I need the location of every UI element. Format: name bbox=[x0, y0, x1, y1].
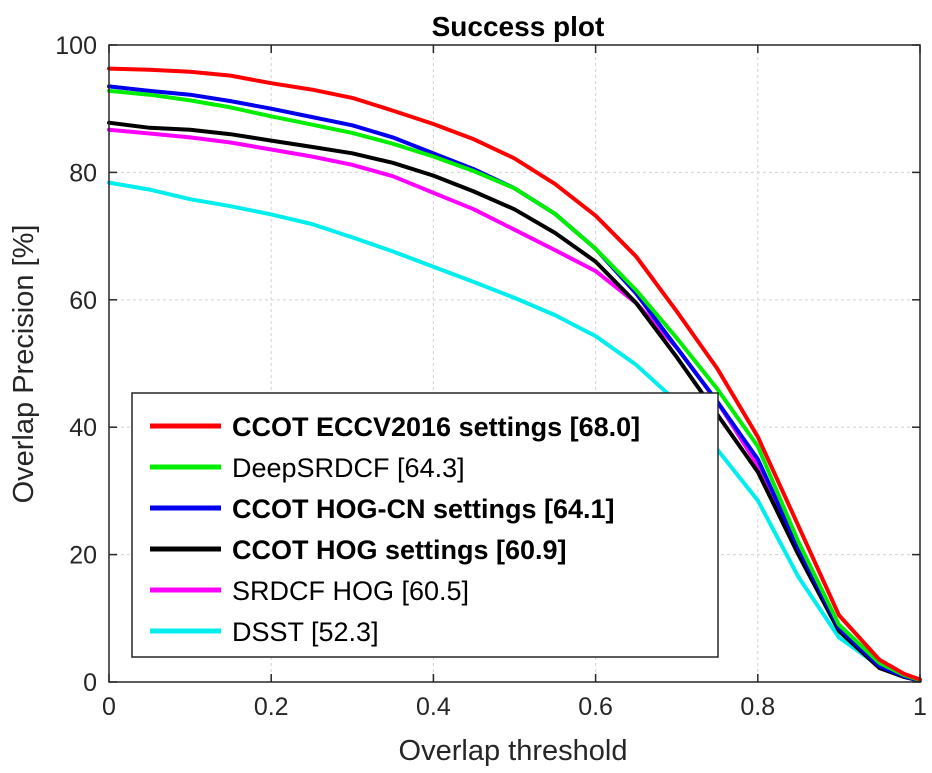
series-line bbox=[107, 88, 922, 683]
y-tick-label: 60 bbox=[69, 287, 97, 315]
series-lines bbox=[107, 66, 922, 683]
x-tick-label: 0.6 bbox=[578, 693, 613, 721]
y-tick-label: 80 bbox=[69, 159, 97, 187]
series-line bbox=[107, 120, 922, 683]
axis-ticks: 0 0.2 0.4 0.6 0.8 1 0 20 40 60 80 100 bbox=[55, 32, 927, 721]
series-line bbox=[107, 66, 922, 682]
y-tick-label: 0 bbox=[83, 669, 97, 697]
plot-area-frame bbox=[108, 44, 921, 683]
y-tick-label: 40 bbox=[69, 414, 97, 442]
legend-label: SRDCF HOG [60.5] bbox=[232, 576, 469, 606]
x-tick-label: 0.8 bbox=[740, 693, 775, 721]
x-tick-label: 0.2 bbox=[254, 693, 289, 721]
legend-box bbox=[131, 392, 719, 658]
legend-label: CCOT HOG-CN settings [64.1] bbox=[232, 494, 615, 524]
legend: CCOT ECCV2016 settings [68.0] DeepSRDCF [… bbox=[131, 392, 719, 658]
series-line bbox=[107, 180, 922, 683]
x-tick-label: 0 bbox=[102, 693, 116, 721]
legend-label: CCOT HOG settings [60.9] bbox=[232, 535, 567, 565]
x-axis-label: Overlap threshold bbox=[399, 735, 628, 767]
y-tick-label: 20 bbox=[69, 542, 97, 570]
legend-label: CCOT ECCV2016 settings [68.0] bbox=[232, 412, 640, 442]
legend-label: DSST [52.3] bbox=[232, 617, 379, 647]
x-tick-label: 0.4 bbox=[416, 693, 451, 721]
y-tick-label: 100 bbox=[55, 32, 97, 60]
legend-label: DeepSRDCF [64.3] bbox=[232, 453, 465, 483]
x-tick-label: 1 bbox=[913, 693, 927, 721]
chart-title: Success plot bbox=[432, 11, 605, 42]
y-axis-label: Overlap Precision [%] bbox=[8, 225, 40, 504]
